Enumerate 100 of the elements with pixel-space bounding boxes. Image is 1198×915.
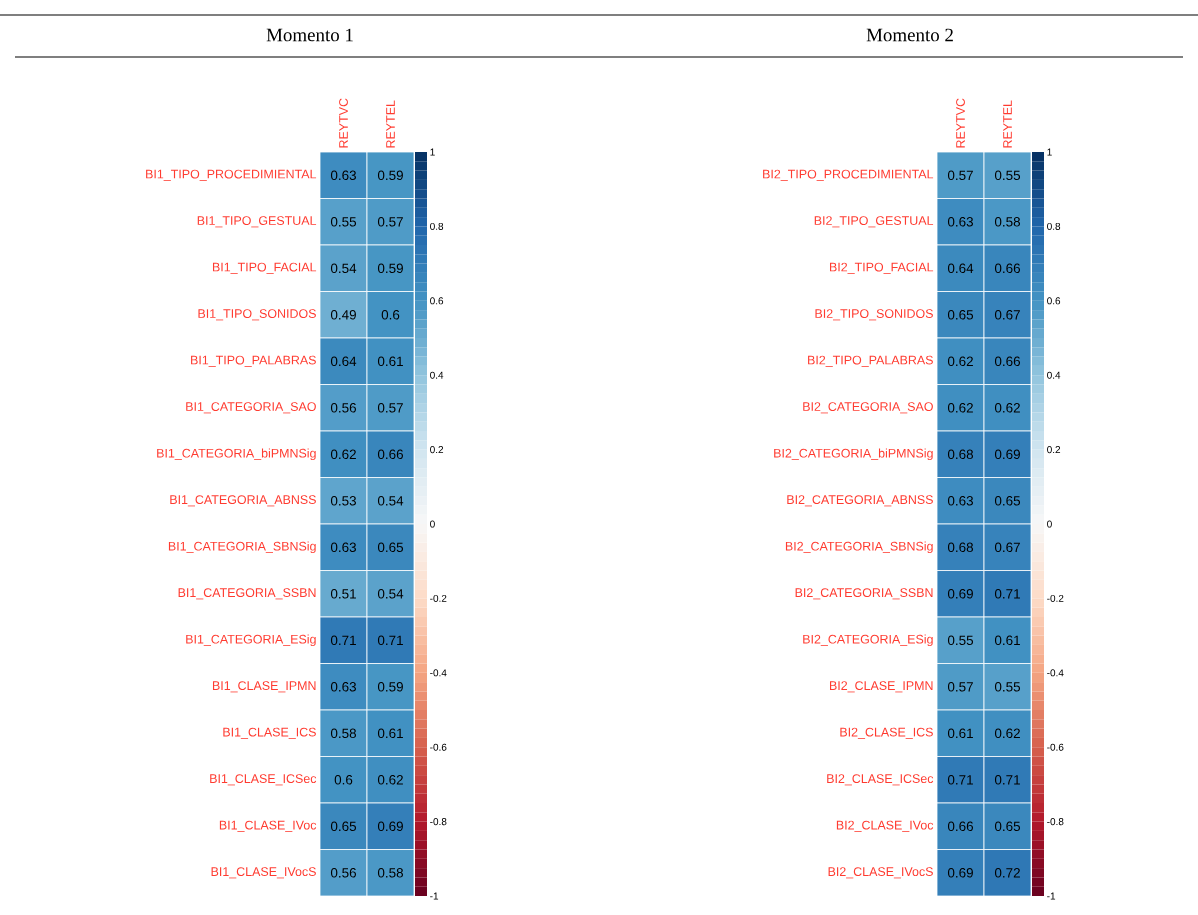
data-label: 0.64 [947,263,974,274]
color-bar-label: -0.4 [430,669,447,677]
y-tick-label: BI1_CLASE_ICS [223,727,316,739]
data-label: 0.62 [377,775,403,785]
x-tick-label: REYTEL [1003,100,1012,148]
y-tick-label: BI1_CATEGORIA_ESig [186,634,316,647]
data-label: 0.64 [330,356,357,367]
y-tick-label: BI2_TIPO_PALABRAS [808,355,933,367]
color-bar-label: -0.4 [1047,669,1064,677]
y-tick-label: BI1_TIPO_FACIAL [212,262,317,274]
color-bar-label: 0.6 [1047,297,1061,305]
data-label: 0.61 [377,728,403,739]
color-bar-label: 0.8 [430,222,444,230]
chart-title: Momento 1 [266,28,353,42]
data-label: 0.55 [330,217,357,227]
data-label: 0.58 [330,728,356,739]
data-label: 0.67 [994,542,1020,553]
y-tick-label: BI1_CLASE_ICSec [210,774,317,786]
y-tick-label: BI2_CLASE_ICSec [827,774,934,786]
data-label: 0.57 [377,403,403,413]
data-label: 0.62 [947,403,973,413]
data-label: 0.71 [330,635,356,646]
data-label: 0.69 [994,449,1020,460]
data-label: 0.57 [377,217,403,227]
data-label: 0.53 [330,496,356,506]
data-label: 0.54 [377,496,404,506]
data-label: 0.65 [994,496,1021,506]
data-label: 0.65 [994,821,1021,832]
y-tick-label: BI2_CATEGORIA_ESig [803,634,933,647]
y-tick-label: BI2_CATEGORIA_SAO [803,402,933,414]
color-bar-label: 0.8 [1047,222,1061,230]
color-bar-label: -0.8 [430,818,447,826]
color-bar-label: 1 [1047,148,1052,156]
y-tick-label: BI1_CATEGORIA_ABNSS [170,495,316,507]
data-label: 0.61 [377,356,403,367]
data-label: 0.72 [994,868,1020,878]
data-label: 0.55 [994,170,1021,181]
color-bar-label: 0.4 [1047,371,1061,379]
y-tick-label: BI2_CATEGORIA_biPMNSig [774,448,933,461]
color-bar-label: 0 [430,520,435,528]
data-label: 0.6 [334,775,353,785]
data-label: 0.62 [330,449,356,460]
color-bar-label: -0.8 [1047,818,1064,826]
data-label: 0.51 [330,589,356,599]
y-tick-label: BI2_CLASE_IPMN [829,681,933,693]
y-tick-label: BI2_TIPO_SONIDOS [815,309,933,321]
data-label: 0.69 [947,589,973,599]
color-bar-label: 0.6 [430,297,444,305]
data-label: 0.54 [330,263,357,274]
y-tick-label: BI1_CATEGORIA_SAO [186,402,316,414]
x-tick-label: REYTEL [386,100,395,148]
color-bar-label: -1 [430,892,439,900]
data-label: 0.66 [994,356,1021,367]
color-bar-label: -1 [1047,892,1056,900]
data-label: 0.63 [330,682,356,692]
data-label: 0.66 [377,449,403,460]
data-label: 0.63 [947,496,974,506]
chart-title: Momento 2 [866,28,953,42]
x-tick-label: REYTVC [956,98,965,148]
y-tick-label: BI1_CLASE_IVocS [211,867,316,879]
data-label: 0.69 [377,821,403,832]
y-tick-label: BI2_CLASE_IVocS [828,867,933,879]
data-label: 0.57 [947,682,973,692]
y-tick-label: BI2_TIPO_GESTUAL [814,216,934,228]
y-tick-label: BI1_CATEGORIA_SBNSig [168,541,316,554]
data-label: 0.65 [947,310,974,320]
data-label: 0.59 [377,682,403,692]
data-label: 0.57 [947,170,973,181]
data-label: 0.71 [377,635,403,646]
data-label: 0.68 [947,449,974,460]
data-label: 0.59 [377,170,403,181]
data-label: 0.63 [947,217,974,227]
data-label: 0.66 [994,263,1021,274]
data-label: 0.54 [377,589,404,599]
data-label: 0.56 [330,403,356,413]
data-label: 0.63 [330,170,356,181]
color-bar-label: -0.6 [430,743,447,751]
color-bar-label: 0.2 [430,446,444,454]
data-label: 0.49 [330,310,356,320]
data-label: 0.71 [947,775,973,785]
data-label: 0.62 [947,356,973,367]
data-label: 0.65 [377,542,404,553]
data-label: 0.62 [994,728,1020,739]
data-label: 0.58 [377,868,403,878]
color-bar-label: 1 [430,148,435,156]
y-tick-label: BI1_CATEGORIA_biPMNSig [157,448,316,461]
x-tick-label: REYTVC [339,98,348,148]
color-bar-label: 0.2 [1047,446,1061,454]
data-label: 0.62 [994,403,1020,413]
y-tick-label: BI2_TIPO_PROCEDIMIENTAL [763,169,934,181]
data-label: 0.65 [330,821,357,832]
y-tick-label: BI1_TIPO_PALABRAS [191,355,316,367]
y-tick-label: BI1_CATEGORIA_SSBN [178,588,316,600]
color-bar-label: 0.4 [430,371,444,379]
y-tick-label: BI1_CLASE_IVoc [219,820,317,832]
data-label: 0.59 [377,263,403,274]
y-tick-label: BI1_TIPO_GESTUAL [197,216,317,228]
y-tick-label: BI1_TIPO_SONIDOS [198,309,316,321]
y-tick-label: BI2_CATEGORIA_ABNSS [787,495,933,507]
y-tick-label: BI1_TIPO_PROCEDIMIENTAL [146,169,317,181]
